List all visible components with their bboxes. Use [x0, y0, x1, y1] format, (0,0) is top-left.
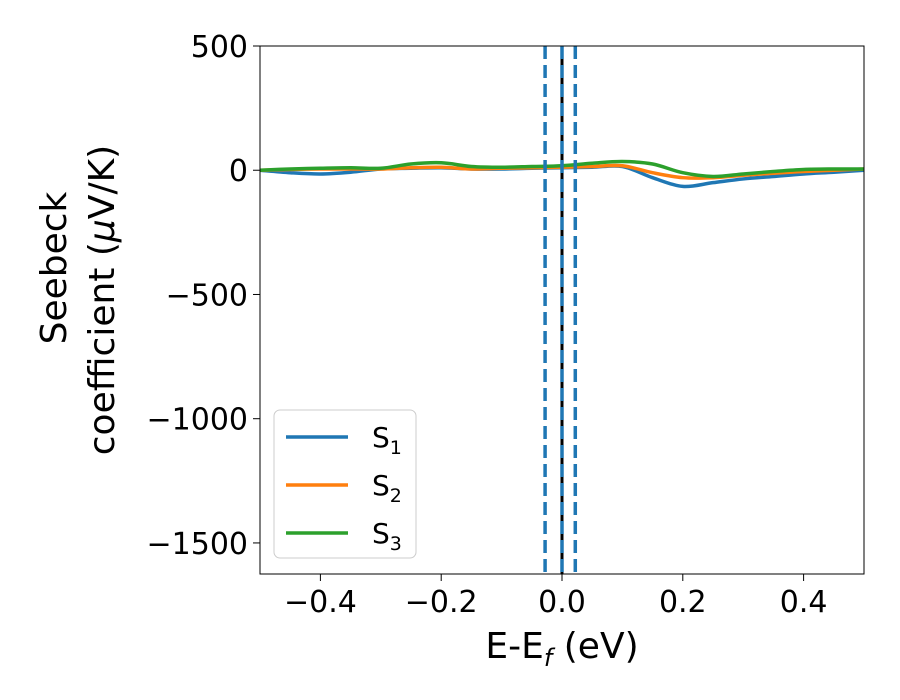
x-axis-label: E-Ef (eV) [485, 626, 638, 672]
x-tick-label: 0.4 [780, 585, 828, 620]
x-tick-label: −0.4 [284, 585, 357, 620]
x-tick-label: 0.2 [659, 585, 707, 620]
y-axis-label-line2: coefficient (μV/K) [82, 145, 123, 455]
y-axis-label-line2-pre: coefficient ( [82, 242, 123, 455]
legend-label-subscript: 1 [390, 437, 402, 459]
x-tick-label: −0.2 [405, 585, 478, 620]
y-tick-label: 500 [191, 30, 248, 65]
y-axis-label-mu: μ [82, 219, 123, 243]
x-axis-label-unit: (eV) [552, 626, 638, 667]
plot-area [260, 46, 864, 574]
legend-label-main: S [372, 421, 390, 454]
y-axis-ticks: 500 0 −500 −1000 −1500 [147, 30, 260, 562]
y-axis-label-line2-post: V/K) [82, 145, 123, 219]
legend-label-s3: S3 [372, 517, 402, 555]
y-tick-label: 0 [229, 154, 248, 189]
vline-group [543, 46, 578, 574]
y-axis-label-line1: Seebeck [34, 191, 75, 344]
y-tick-label: −1000 [147, 403, 248, 438]
legend-label-s1: S1 [372, 421, 402, 459]
y-tick-label: −500 [166, 278, 248, 313]
legend-label-main: S [372, 469, 390, 502]
legend-label-subscript: 3 [390, 533, 402, 555]
y-tick-label: −1500 [147, 527, 248, 562]
x-axis-label-main: E-E [485, 626, 543, 667]
legend-label-subscript: 2 [390, 485, 402, 507]
x-axis-ticks: −0.4 −0.2 0.0 0.2 0.4 [284, 574, 827, 620]
y-axis-label: Seebeck coefficient (μV/K) [34, 145, 123, 455]
x-tick-label: 0.0 [538, 585, 586, 620]
legend-label-s2: S2 [372, 469, 402, 507]
legend-label-main: S [372, 517, 390, 550]
